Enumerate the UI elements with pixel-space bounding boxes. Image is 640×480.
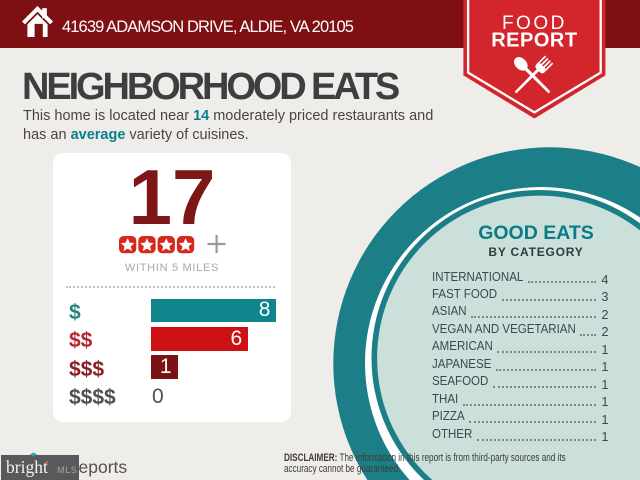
svg-text:FOOD: FOOD	[502, 13, 567, 34]
svg-text:REPORT: REPORT	[491, 30, 577, 52]
